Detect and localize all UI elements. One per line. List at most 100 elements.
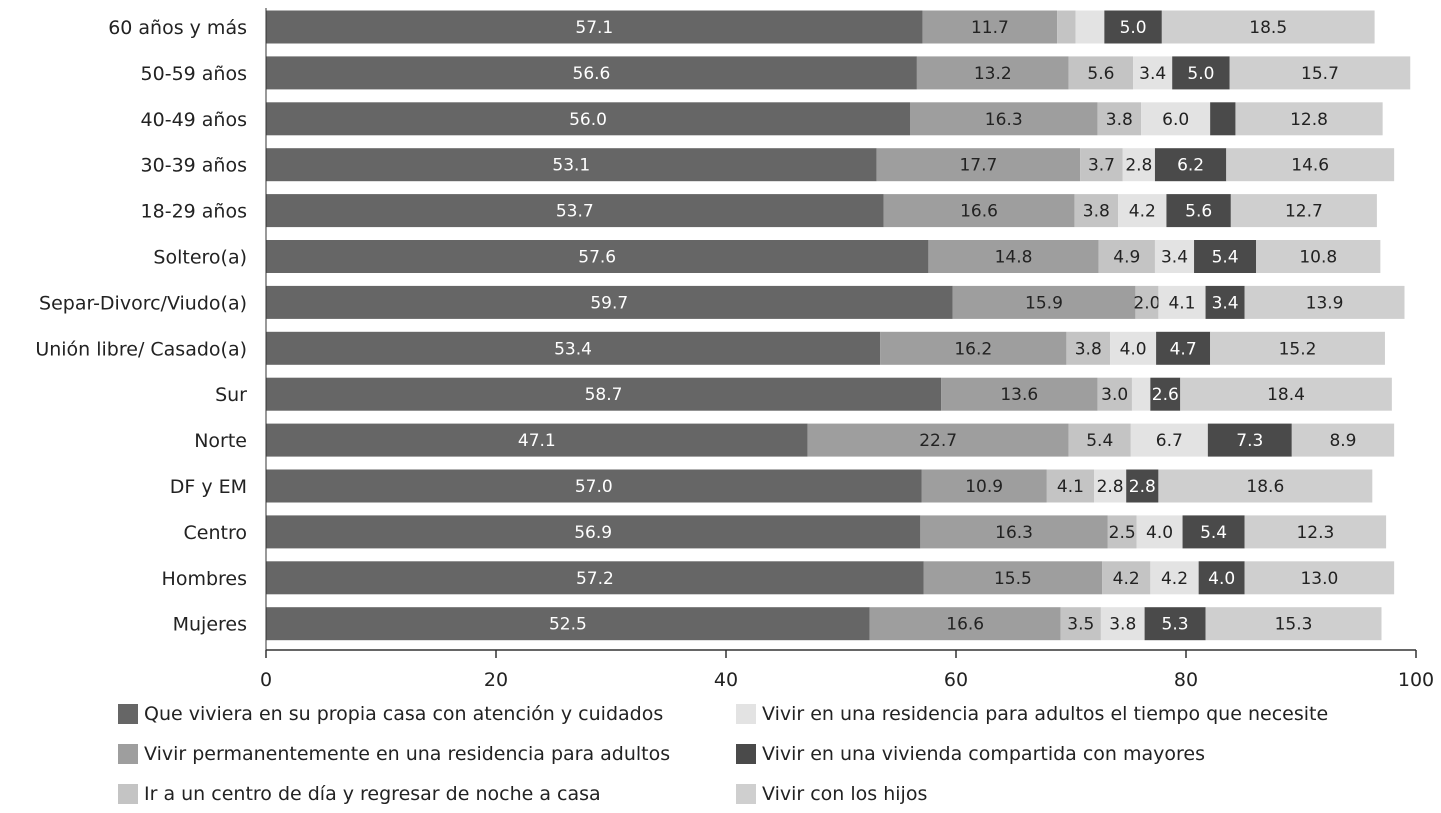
data-label: 2.8 [1125,156,1152,176]
data-label: 14.6 [1291,156,1329,176]
data-label: 47.1 [518,431,556,451]
data-label: 15.2 [1279,339,1317,359]
data-label: 5.4 [1086,431,1113,451]
stacked-bar-chart: 57.1 11.7 5.0 18.556.6 13.2 5.6 3.4 5.0 15.756.0… [0,0,1441,700]
data-label: 57.1 [575,18,613,38]
data-label: 18.4 [1267,385,1305,405]
data-label: 16.6 [960,202,998,222]
data-label: 15.9 [1025,293,1063,313]
data-label: 3.8 [1109,615,1136,635]
legend-label: Vivir en una vivienda compartida con may… [762,743,1205,765]
data-label: 3.8 [1083,202,1110,222]
category-label: Norte [194,430,247,452]
legend-item: Vivir en una vivienda compartida con may… [736,743,1205,765]
data-label: 7.3 [1236,431,1263,451]
category-label: Mujeres [173,614,247,636]
legend-label: Vivir con los hijos [762,783,927,805]
data-label: 57.0 [575,477,613,497]
data-label: 15.7 [1301,64,1339,84]
data-label: 53.7 [556,202,594,222]
data-label: 15.3 [1275,615,1313,635]
legend-label: Vivir permanentemente en una residencia … [144,743,670,765]
legend-item: Vivir con los hijos [736,783,927,805]
data-label: 12.7 [1285,202,1323,222]
data-label: 53.4 [554,339,592,359]
data-label: 3.8 [1106,110,1133,130]
category-label: 60 años y más [108,17,247,39]
legend-label: Vivir en una residencia para adultos el … [762,703,1328,725]
data-label: 52.5 [549,615,587,635]
data-label: 4.2 [1129,202,1156,222]
legend-swatch [118,744,138,764]
data-label: 56.9 [574,523,612,543]
data-label: 2.8 [1129,477,1156,497]
data-label: 5.4 [1200,523,1227,543]
data-label: 4.0 [1146,523,1173,543]
data-label: 3.4 [1139,64,1166,84]
data-label: 56.6 [573,64,611,84]
data-label: 16.2 [954,339,992,359]
data-label: 5.0 [1187,64,1214,84]
bar-segment [1057,11,1075,44]
x-tick-label: 20 [484,669,508,691]
category-label: Hombres [162,568,247,590]
data-label: 3.5 [1067,615,1094,635]
category-label: Soltero(a) [153,247,247,269]
legend-item: Vivir en una residencia para adultos el … [736,703,1328,725]
data-label: 8.9 [1329,431,1356,451]
legend-swatch [736,704,756,724]
data-label: 13.9 [1306,293,1344,313]
category-labels: 60 años y más 50-59 años 40-49 años 30-39 a… [35,17,247,636]
data-label: 57.6 [578,248,616,268]
data-label: 18.5 [1249,18,1287,38]
bar-segment [1132,378,1150,411]
data-label: 16.6 [946,615,984,635]
legend-swatch [118,704,138,724]
data-label: 4.2 [1113,569,1140,589]
legend-item: Ir a un centro de día y regresar de noch… [118,783,601,805]
legend: Que viviera en su propia casa con atenci… [118,703,1418,813]
legend-swatch [736,744,756,764]
category-label: Unión libre/ Casado(a) [35,338,247,360]
data-label: 3.8 [1075,339,1102,359]
data-label: 57.2 [576,569,614,589]
x-tick-label: 0 [260,669,272,691]
data-label: 14.8 [995,248,1033,268]
data-label: 16.3 [995,523,1033,543]
data-label: 5.4 [1212,248,1239,268]
data-label: 22.7 [919,431,957,451]
bars-group: 57.1 11.7 5.0 18.5 56.6 13.2 5.6 3.4 5.0 15.7 56.0… [266,11,1410,641]
data-label: 18.6 [1246,477,1284,497]
data-label: 4.7 [1170,339,1197,359]
category-label: Sur [215,384,247,406]
x-tick-label: 60 [944,669,968,691]
legend-item: Vivir permanentemente en una residencia … [118,743,670,765]
data-label: 4.1 [1057,477,1084,497]
data-label: 12.8 [1290,110,1328,130]
category-label: 50-59 años [141,63,247,85]
data-label: 3.4 [1212,293,1239,313]
data-label: 2.0 [1133,293,1160,313]
data-label: 3.4 [1161,248,1188,268]
data-label: 53.1 [552,156,590,176]
legend-swatch [118,784,138,804]
category-label: Separ-Divorc/Viudo(a) [39,292,247,314]
data-label: 5.6 [1185,202,1212,222]
data-label: 6.2 [1177,156,1204,176]
data-label: 16.3 [985,110,1023,130]
data-label: 12.3 [1296,523,1334,543]
data-label: 3.0 [1101,385,1128,405]
data-label: 4.1 [1168,293,1195,313]
data-label: 10.9 [965,477,1003,497]
data-label: 4.0 [1120,339,1147,359]
data-label: 15.5 [994,569,1032,589]
category-label: 18-29 años [141,201,247,223]
data-label: 5.3 [1162,615,1189,635]
data-label: 6.0 [1162,110,1189,130]
bar-segment [1210,102,1235,135]
data-label: 4.2 [1161,569,1188,589]
data-label: 10.8 [1299,248,1337,268]
data-label: 4.9 [1113,248,1140,268]
x-tick-label: 100 [1398,669,1434,691]
data-label: 56.0 [569,110,607,130]
